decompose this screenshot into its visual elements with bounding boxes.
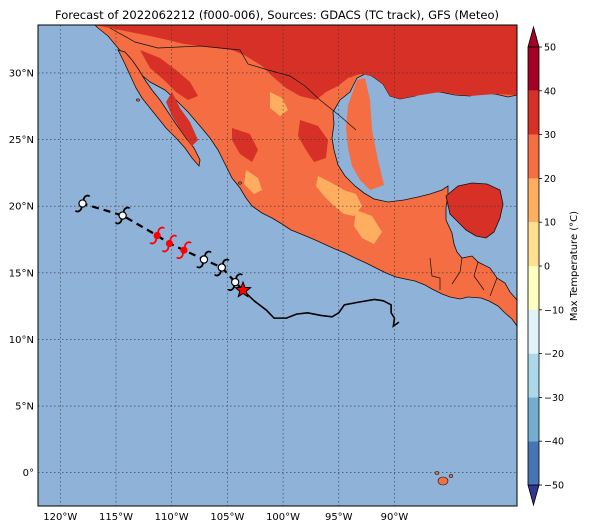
colorbar-segment (528, 353, 539, 398)
colorbar-segment (528, 441, 539, 485)
colorbar-segment (528, 397, 539, 442)
hurricane-icon (149, 226, 165, 245)
tropical-storm-icon (114, 206, 131, 225)
hurricane-icon (176, 241, 192, 260)
lon-tick-label: 115°W (99, 512, 133, 523)
map-panel (37, 24, 518, 507)
lon-tick-label: 105°W (210, 512, 244, 523)
colorbar-label: Max Temperature (°C) (569, 211, 580, 321)
colorbar: −50 −40 −30 −20 −10 0 10 20 30 40 50 (527, 25, 564, 507)
lon-tick-label: 95°W (325, 512, 353, 523)
lat-tick-label: 5°N (15, 402, 34, 413)
colorbar-segment (528, 134, 539, 179)
lat-tick-label: 20°N (9, 202, 34, 213)
lat-tick-label: 25°N (9, 135, 34, 146)
colorbar-segment (528, 47, 539, 91)
lon-tick-label: 100°W (266, 512, 300, 523)
lat-tick-label: 30°N (9, 68, 34, 79)
lat-tick-label: 0° (23, 468, 34, 479)
colorbar-segment (528, 178, 539, 223)
tropical-storm-icon (213, 258, 230, 277)
lon-tick-label: 90°W (381, 512, 409, 523)
colorbar-tick-label: −40 (544, 437, 564, 448)
past-track-line (242, 289, 400, 328)
land-yucatan (445, 182, 504, 239)
storm-track-layer (74, 194, 400, 328)
land-layer (94, 25, 517, 486)
tropical-storm-icon (227, 273, 243, 291)
tropical-storm-icon (196, 250, 212, 269)
tropical-storm-icon (74, 194, 91, 213)
colorbar-tick-label: 40 (544, 86, 556, 97)
lat-tick-label: 15°N (9, 268, 34, 279)
land-baja-california (117, 49, 201, 167)
colorbar-tick-label: −10 (544, 305, 564, 316)
colorbar-segment (528, 266, 539, 310)
lat-tick-labels: 0° 5°N 10°N 15°N 20°N 25°N 30°N (9, 68, 34, 479)
lon-tick-labels: 120°W 115°W 110°W 105°W 100°W 95°W 90°W (43, 512, 408, 523)
map-title: Forecast of 2022062212 (f000-006), Sourc… (55, 8, 499, 22)
colorbar-segment (528, 309, 539, 354)
colorbar-segment (528, 90, 539, 135)
hurricane-icon (161, 234, 178, 253)
colorbar-extend-min (527, 484, 540, 507)
colorbar-segment (528, 222, 539, 266)
colorbar-tick-label: 0 (544, 262, 550, 273)
colorbar-tick-label: 20 (544, 174, 556, 185)
colorbar-tick-label: 30 (544, 130, 556, 141)
current-position-star-icon (234, 280, 252, 298)
colorbar-tick-label: −50 (544, 481, 564, 492)
graticule (38, 25, 517, 506)
country-borders (109, 27, 498, 297)
land-gulf-coast-plain (346, 78, 384, 190)
colorbar-extend-max (527, 25, 540, 48)
lon-tick-label: 120°W (43, 512, 77, 523)
colorbar-tick-label: −20 (544, 349, 564, 360)
islands (136, 98, 454, 486)
colorbar-tick-label: 10 (544, 218, 556, 229)
lon-tick-label: 110°W (155, 512, 189, 523)
lat-tick-label: 10°N (9, 335, 34, 346)
land-mainland (94, 25, 517, 327)
colorbar-tick-label: 50 (544, 43, 556, 54)
colorbar-tick-label: −30 (544, 393, 564, 404)
temperature-hot-region (95, 25, 517, 162)
map-frame (37, 24, 518, 507)
